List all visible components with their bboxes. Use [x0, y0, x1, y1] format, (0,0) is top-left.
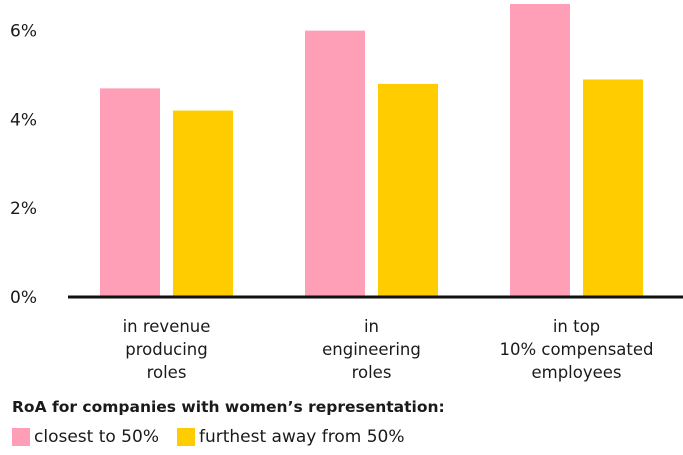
- legend-item-closest: closest to 50%: [12, 427, 159, 447]
- bar-chart: 0% 2% 4% 6% in revenue producing roles in engine…: [10, 4, 683, 382]
- x-tick-label: roles: [352, 363, 392, 382]
- x-tick-label: in top: [553, 317, 600, 336]
- legend-title: RoA for companies with women’s represent…: [12, 398, 445, 416]
- x-tick-label: employees: [531, 363, 621, 382]
- bar-closest: [305, 30, 365, 298]
- legend: closest to 50% furthest away from 50%: [12, 427, 423, 447]
- legend-label-furthest: furthest away from 50%: [198, 427, 405, 447]
- x-tick-label: in revenue: [123, 317, 211, 336]
- x-tick-label: 10% compensated: [499, 340, 653, 359]
- legend-item-furthest: furthest away from 50%: [176, 427, 405, 447]
- bar-furthest: [583, 79, 643, 297]
- bar-closest: [100, 88, 160, 298]
- y-tick-label: 4%: [10, 110, 37, 130]
- y-tick-label: 6%: [10, 22, 37, 42]
- y-tick-label: 2%: [10, 199, 37, 219]
- legend-swatch-closest: [12, 428, 30, 446]
- legend-swatch-furthest: [176, 428, 195, 446]
- y-tick-label: 0%: [10, 288, 37, 308]
- x-tick-label: engineering: [322, 340, 421, 359]
- x-tick-label: producing: [125, 340, 208, 359]
- x-tick-label: in: [364, 317, 379, 336]
- x-tick-label: roles: [147, 363, 187, 382]
- bar-closest: [510, 4, 570, 297]
- legend-label-closest: closest to 50%: [34, 427, 159, 447]
- bar-furthest: [173, 110, 233, 297]
- bar-furthest: [378, 83, 438, 297]
